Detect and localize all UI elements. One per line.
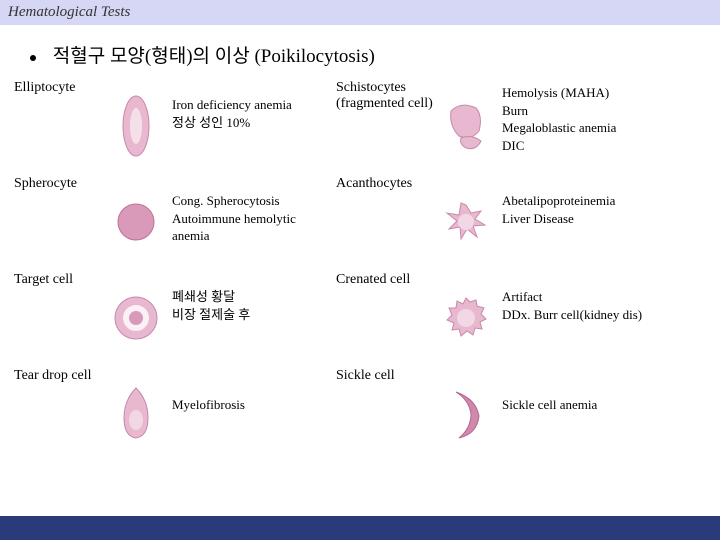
cell-name: Spherocyte <box>14 174 106 270</box>
cell-desc: Sickle cell anemia <box>496 366 676 462</box>
schistocyte-image <box>436 78 496 174</box>
cell-desc: Hemolysis (MAHA)BurnMegaloblastic anemia… <box>496 78 676 174</box>
cell-grid: Elliptocyte Iron deficiency anemia정상 성인 … <box>0 78 720 462</box>
cell-desc: Myelofibrosis <box>166 366 336 462</box>
cell-desc: Iron deficiency anemia정상 성인 10% <box>166 78 336 174</box>
cell-name: Sickle cell <box>336 366 436 462</box>
cell-name: Crenated cell <box>336 270 436 366</box>
cell-name: Schistocytes(fragmented cell) <box>336 78 436 174</box>
header-title: Hematological Tests <box>8 4 130 20</box>
cell-desc: 폐쇄성 황달비장 절제술 후 <box>166 270 336 366</box>
page-header: Hematological Tests <box>0 0 720 25</box>
crenated-cell-image <box>436 270 496 366</box>
teardrop-cell-image <box>106 366 166 462</box>
elliptocyte-image <box>106 78 166 174</box>
page-title: 적혈구 모양(형태)의 이상 (Poikilocytosis) <box>53 46 375 67</box>
cell-desc: AbetalipoproteinemiaLiver Disease <box>496 174 676 270</box>
bullet-icon <box>30 55 36 61</box>
cell-desc: ArtifactDDx. Burr cell(kidney dis) <box>496 270 676 366</box>
cell-name: Target cell <box>14 270 106 366</box>
spherocyte-image <box>106 174 166 270</box>
title-row: 적혈구 모양(형태)의 이상 (Poikilocytosis) <box>0 25 720 78</box>
cell-name: Tear drop cell <box>14 366 106 462</box>
cell-name: Acanthocytes <box>336 174 436 270</box>
target-cell-image <box>106 270 166 366</box>
sickle-cell-image <box>436 366 496 462</box>
cell-name: Elliptocyte <box>14 78 106 174</box>
acanthocyte-image <box>436 174 496 270</box>
footer-bar <box>0 516 720 540</box>
cell-desc: Cong. SpherocytosisAutoimmune hemolytic … <box>166 174 336 270</box>
